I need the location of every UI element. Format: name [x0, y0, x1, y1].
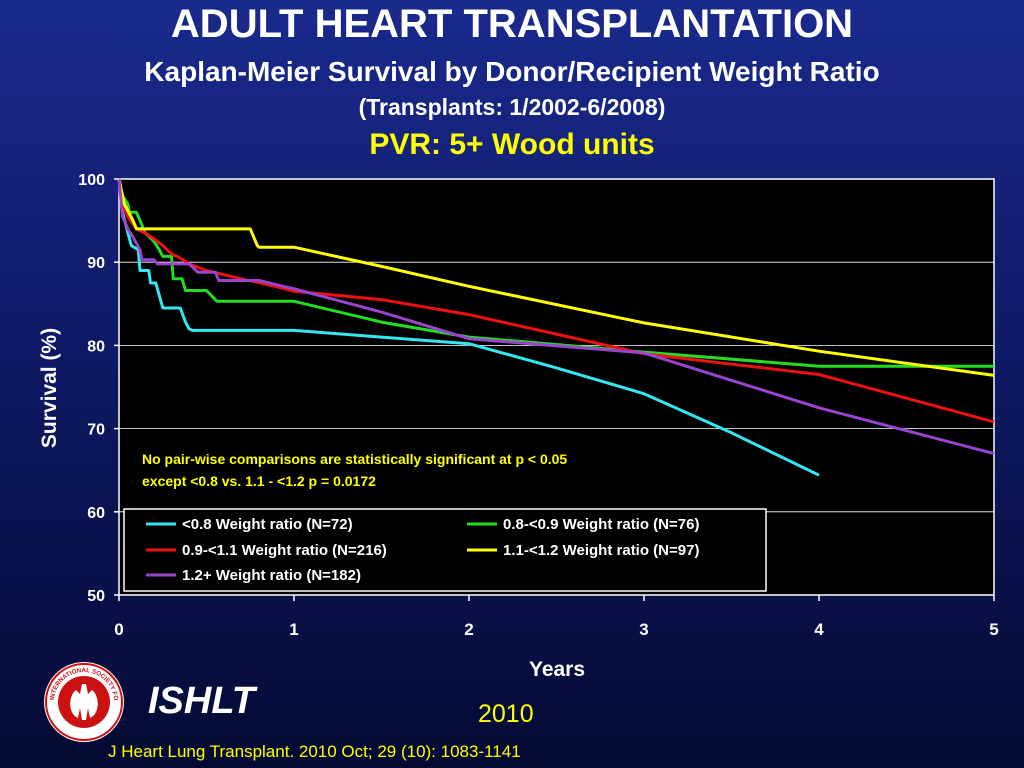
- legend-box: [123, 508, 767, 592]
- legend: <0.8 Weight ratio (N=72) 0.8-<0.9 Weight …: [123, 508, 767, 592]
- legend-entry-label: 1.1-<1.2 Weight ratio (N=97): [503, 542, 699, 559]
- legend-entry-label: 0.9-<1.1 Weight ratio (N=216): [182, 542, 387, 559]
- y-tick-label: 70: [87, 422, 105, 439]
- significance-note-line-1: No pair-wise comparisons are statistical…: [142, 451, 567, 467]
- series-line-1: [117, 178, 994, 368]
- y-tick-label: 50: [87, 588, 105, 605]
- report-year: 2010: [478, 700, 534, 728]
- slide-subtitle: Kaplan-Meier Survival by Donor/Recipient…: [144, 56, 880, 87]
- x-tick-label: 2: [464, 620, 473, 639]
- x-tick-label: 4: [814, 620, 824, 639]
- slide-title: ADULT HEART TRANSPLANTATION: [170, 2, 854, 46]
- series-line-0: [117, 178, 820, 477]
- transplant-period: (Transplants: 1/2002-6/2008): [358, 94, 666, 120]
- y-tick-label: 100: [78, 172, 105, 189]
- y-tick-label: 90: [87, 255, 105, 272]
- y-tick-label: 80: [87, 338, 105, 355]
- legend-entry-label: 1.2+ Weight ratio (N=182): [182, 567, 361, 584]
- significance-note-line-2: except <0.8 vs. 1.1 - <1.2 p = 0.0172: [142, 473, 376, 489]
- x-tick-label: 0: [114, 620, 123, 639]
- x-axis-title: Years: [529, 658, 585, 681]
- series-line-3: [117, 178, 995, 377]
- legend-entry-label: 0.8-<0.9 Weight ratio (N=76): [503, 516, 699, 533]
- citation: J Heart Lung Transplant. 2010 Oct; 29 (1…: [108, 742, 521, 761]
- org-name: ISHLT: [148, 680, 255, 722]
- x-tick-label: 5: [989, 620, 998, 639]
- legend-entry-label: <0.8 Weight ratio (N=72): [182, 516, 353, 533]
- pvr-subgroup-label: PVR: 5+ Wood units: [369, 128, 655, 161]
- ishlt-logo-icon: INTERNATIONAL SOCIETY FOR HEART & LUNG T…: [42, 660, 124, 742]
- x-tick-label: 3: [639, 620, 648, 639]
- y-axis-title: Survival (%): [38, 328, 61, 448]
- y-tick-label: 60: [87, 505, 105, 522]
- x-tick-label: 1: [289, 620, 298, 639]
- series-line-4: [117, 178, 995, 456]
